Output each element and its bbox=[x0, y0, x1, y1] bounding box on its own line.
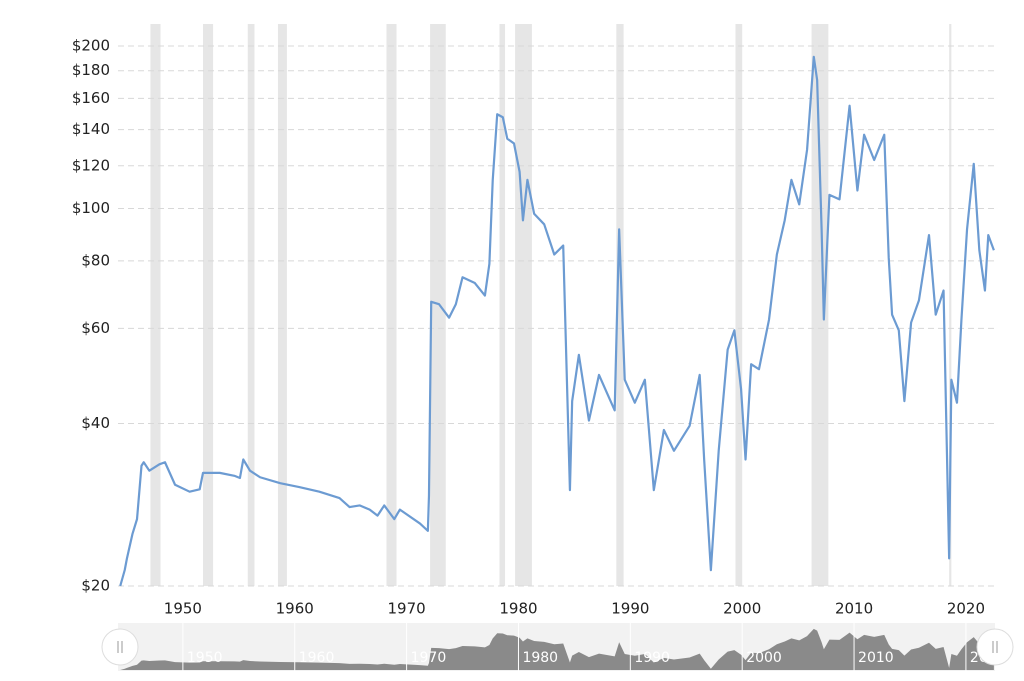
recession-band bbox=[499, 24, 506, 586]
navigator-label: 1990 bbox=[634, 650, 670, 666]
navigator-handle[interactable] bbox=[101, 628, 139, 666]
recession-band bbox=[386, 24, 397, 586]
navigator-handle[interactable] bbox=[976, 628, 1014, 666]
y-tick-label: $120 bbox=[72, 156, 110, 174]
x-tick-label: 2000 bbox=[723, 600, 761, 618]
navigator-label: 1980 bbox=[522, 650, 558, 666]
navigator-label: 2000 bbox=[746, 650, 782, 666]
y-tick-label: $60 bbox=[81, 319, 110, 337]
recession-band bbox=[515, 24, 532, 586]
line bbox=[119, 55, 995, 587]
navigator-label: 1960 bbox=[299, 650, 335, 666]
recession-band bbox=[247, 24, 255, 586]
navigator-label: 1970 bbox=[411, 650, 447, 666]
x-tick-label: 1980 bbox=[499, 600, 537, 618]
recession-band bbox=[949, 24, 952, 586]
y-tick-label: $80 bbox=[81, 251, 110, 269]
y-tick-label: $100 bbox=[72, 199, 110, 217]
recession-band bbox=[203, 24, 214, 586]
y-tick-label: $180 bbox=[72, 61, 110, 79]
y-tick-label: $160 bbox=[72, 89, 110, 107]
y-tick-label: $200 bbox=[72, 37, 110, 55]
x-tick-label: 1990 bbox=[611, 600, 649, 618]
x-tick-label: 1960 bbox=[276, 600, 314, 618]
recession-band bbox=[735, 24, 743, 586]
y-tick-label: $40 bbox=[81, 414, 110, 432]
y-tick-label: $20 bbox=[81, 577, 110, 595]
recession-band bbox=[277, 24, 287, 586]
navigator-label: 1950 bbox=[187, 650, 223, 666]
navigator-label: 2010 bbox=[858, 650, 894, 666]
navigator-area bbox=[120, 628, 994, 670]
recession-band bbox=[616, 24, 624, 586]
recession-band bbox=[150, 24, 161, 586]
y-tick-label: $140 bbox=[72, 120, 110, 138]
recession-band bbox=[811, 24, 829, 586]
x-tick-label: 1970 bbox=[388, 600, 426, 618]
x-tick-label: 2010 bbox=[835, 600, 873, 618]
x-tick-label: 2020 bbox=[947, 600, 985, 618]
x-tick-label: 1950 bbox=[164, 600, 202, 618]
